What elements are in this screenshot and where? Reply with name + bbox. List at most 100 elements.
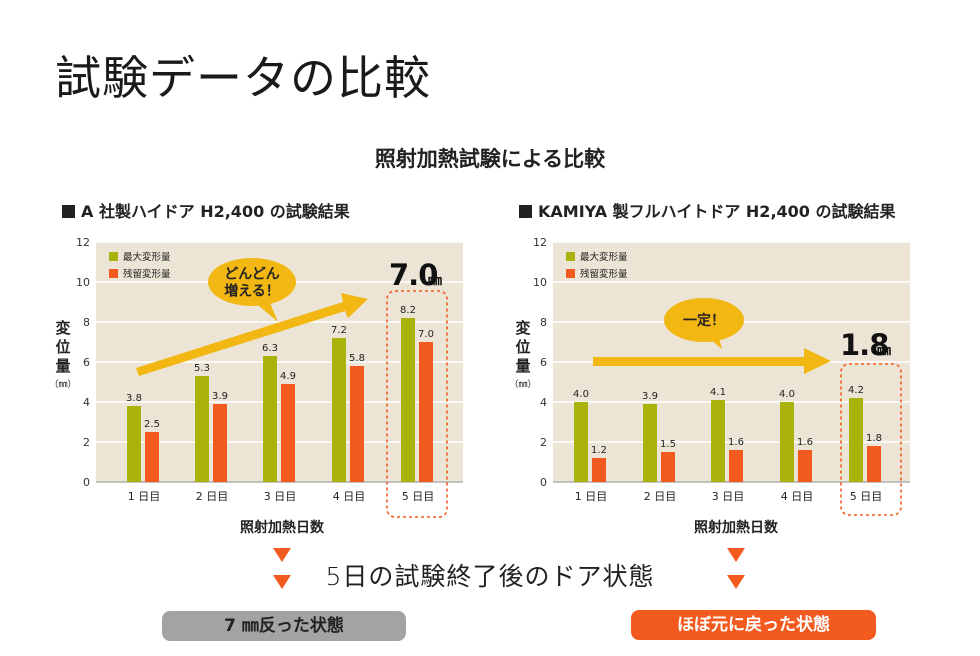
legend-label-residual: 残留変形量 <box>580 268 628 280</box>
section-title: 照射加熱試験による比較 <box>374 147 606 171</box>
callout-bubble <box>208 258 296 306</box>
callout-text: 一定！ <box>683 312 725 329</box>
data-label-max: 4.0 <box>573 389 589 400</box>
bar-residual <box>867 446 881 482</box>
data-label-residual: 3.9 <box>212 391 228 402</box>
y-tick-label: 2 <box>540 436 547 449</box>
y-tick-label: 0 <box>540 476 547 489</box>
x-tick-label: 2 日目 <box>644 490 677 503</box>
legend-label-residual: 残留変形量 <box>123 268 171 280</box>
y-axis-unit: （㎜） <box>49 379 76 390</box>
y-axis-label-char: 量 <box>55 357 70 375</box>
bar-residual <box>145 432 159 482</box>
bar-max <box>643 404 657 482</box>
x-tick-label: 1 日目 <box>128 490 161 503</box>
x-tick-label: 3 日目 <box>264 490 297 503</box>
chart-b-title: KAMIYA 製フルハイトドア H2,400 の試験結果 <box>519 198 896 222</box>
data-label-max: 4.0 <box>779 389 795 400</box>
callout-bubble <box>664 298 744 342</box>
bar-max <box>711 400 725 482</box>
x-tick-label: 5 日目 <box>402 490 435 503</box>
bar-residual <box>213 404 227 482</box>
y-axis-label-char: 位 <box>55 338 70 356</box>
x-tick-label: 1 日目 <box>575 490 608 503</box>
x-tick-label: 4 日目 <box>781 490 814 503</box>
y-axis-label-char: 変 <box>515 319 530 337</box>
trend-arrow <box>593 348 831 374</box>
data-label-residual: 1.6 <box>728 437 744 448</box>
bar-residual <box>661 452 675 482</box>
y-axis-label-char: 量 <box>515 357 530 375</box>
callout-text: 増える！ <box>224 283 280 300</box>
bar-max <box>574 402 588 482</box>
y-axis-unit: （㎜） <box>509 379 536 390</box>
x-tick-label: 2 日目 <box>196 490 229 503</box>
bar-residual <box>729 450 743 482</box>
page-title: 試験データの比較 <box>55 51 431 105</box>
bar-max <box>263 356 277 482</box>
down-arrow-icon <box>273 575 291 589</box>
down-arrow-icon <box>727 575 745 589</box>
y-tick-label: 12 <box>533 236 547 249</box>
highlight-value: 7.0 <box>389 258 437 292</box>
y-tick-label: 10 <box>76 276 90 289</box>
legend-swatch-max <box>109 252 118 261</box>
y-axis-label-char: 変 <box>55 319 70 337</box>
down-arrow-icon <box>727 548 745 562</box>
data-label-residual: 2.5 <box>144 419 160 430</box>
data-label-max: 3.8 <box>126 393 142 404</box>
data-label-max: 8.2 <box>400 305 416 316</box>
chart-b-title-text: KAMIYA 製フルハイトドア H2,400 の試験結果 <box>538 202 896 221</box>
highlight-unit: ㎜ <box>877 343 891 359</box>
highlight-unit: ㎜ <box>428 273 442 289</box>
x-tick-label: 5 日目 <box>850 490 883 503</box>
bar-residual <box>281 384 295 482</box>
y-tick-label: 6 <box>83 356 90 369</box>
data-label-residual: 4.9 <box>280 371 296 382</box>
bar-max <box>401 318 415 482</box>
data-label-residual: 1.8 <box>866 433 882 444</box>
data-label-residual: 7.0 <box>418 329 434 340</box>
bottom-caption: 5日の試験終了後のドア状態 <box>325 562 655 591</box>
bar-max <box>195 376 209 482</box>
bar-residual <box>592 458 606 482</box>
bar-residual <box>419 342 433 482</box>
bar-residual <box>350 366 364 482</box>
down-arrow-icon <box>273 548 291 562</box>
chart-svg: 0 2 4 6 8 10 12 変位量 （㎜） 3.8 2.5 1 日目 5.3 3.9 2 日目 6.3 4.… <box>49 236 463 536</box>
legend-swatch-max <box>566 252 575 261</box>
callout-text: どんどん <box>224 267 280 283</box>
data-label-max: 4.2 <box>848 385 864 396</box>
data-label-max: 7.2 <box>331 325 347 336</box>
chart-svg: 0 2 4 6 8 10 12 変位量 （㎜） 4.0 1.2 1 日目 3.9 1.5 2 日目 4.1 1.… <box>509 236 910 536</box>
x-axis-label: 照射加熱日数 <box>240 519 325 536</box>
chart-a-title: A 社製ハイドア H2,400 の試験結果 <box>62 198 350 222</box>
bar-max <box>849 398 863 482</box>
y-tick-label: 4 <box>83 396 90 409</box>
highlight-box <box>386 290 448 518</box>
chart-a-title-text: A 社製ハイドア H2,400 の試験結果 <box>81 202 350 221</box>
y-tick-label: 12 <box>76 236 90 249</box>
data-label-residual: 5.8 <box>349 353 365 364</box>
chart-b: 0 2 4 6 8 10 12 変位量 （㎜） 4.0 1.2 1 日目 3.9 1.5 2 日目 4.1 1.… <box>490 0 980 545</box>
y-tick-label: 8 <box>540 316 547 329</box>
x-axis-label: 照射加熱日数 <box>694 519 779 536</box>
data-label-residual: 1.5 <box>660 439 676 450</box>
legend-label-max: 最大変形量 <box>580 251 628 263</box>
data-label-max: 3.9 <box>642 391 658 402</box>
y-tick-label: 10 <box>533 276 547 289</box>
x-tick-label: 3 日目 <box>712 490 745 503</box>
chart-a: 0 2 4 6 8 10 12 変位量 （㎜） 3.8 2.5 1 日目 5.3 3.9 2 日目 6.3 4.… <box>0 0 490 545</box>
data-label-residual: 1.6 <box>797 437 813 448</box>
data-label-residual: 1.2 <box>591 445 607 456</box>
data-label-max: 4.1 <box>710 387 726 398</box>
square-bullet-icon <box>62 205 75 218</box>
bar-residual <box>798 450 812 482</box>
bar-max <box>332 338 346 482</box>
data-label-max: 5.3 <box>194 363 210 374</box>
highlight-value: 1.8 <box>840 328 888 362</box>
y-tick-label: 6 <box>540 356 547 369</box>
y-tick-label: 0 <box>83 476 90 489</box>
legend-swatch-residual <box>566 269 575 278</box>
legend-label-max: 最大変形量 <box>123 251 171 263</box>
